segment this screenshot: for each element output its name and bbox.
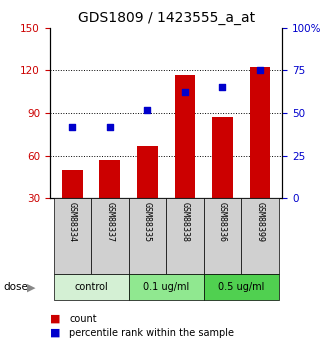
Bar (54, 274, 129, 300)
Bar (91, 198, 129, 274)
Text: ■: ■ (50, 328, 60, 338)
Bar (166, 198, 204, 274)
Bar (175, 75, 195, 198)
Point (70, 124, 75, 129)
Point (145, 107, 150, 112)
Text: GSM88335: GSM88335 (143, 202, 152, 242)
Text: dose: dose (3, 282, 28, 292)
Bar (54, 198, 91, 274)
Text: GSM88338: GSM88338 (180, 202, 189, 242)
Title: GDS1809 / 1423555_a_at: GDS1809 / 1423555_a_at (78, 11, 255, 25)
Text: 0.5 ug/ml: 0.5 ug/ml (218, 282, 265, 292)
Point (107, 124, 112, 129)
Bar (62, 170, 82, 198)
Bar (241, 198, 279, 274)
Text: GSM88336: GSM88336 (218, 202, 227, 242)
Text: percentile rank within the sample: percentile rank within the sample (69, 328, 234, 338)
Text: ▶: ▶ (27, 282, 36, 292)
Bar (100, 160, 120, 198)
Text: control: control (74, 282, 108, 292)
Point (257, 68, 263, 73)
Text: GSM88399: GSM88399 (256, 202, 265, 242)
Text: ■: ■ (50, 314, 60, 324)
Bar (250, 68, 270, 198)
Bar (212, 117, 233, 198)
Point (220, 85, 225, 90)
Bar (129, 274, 204, 300)
Bar (129, 198, 166, 274)
Text: count: count (69, 314, 97, 324)
Text: 0.1 ug/ml: 0.1 ug/ml (143, 282, 189, 292)
Bar (137, 146, 158, 198)
Bar (204, 274, 279, 300)
Text: GSM88334: GSM88334 (68, 202, 77, 242)
Point (182, 90, 187, 95)
Text: GSM88337: GSM88337 (105, 202, 114, 242)
Bar (204, 198, 241, 274)
